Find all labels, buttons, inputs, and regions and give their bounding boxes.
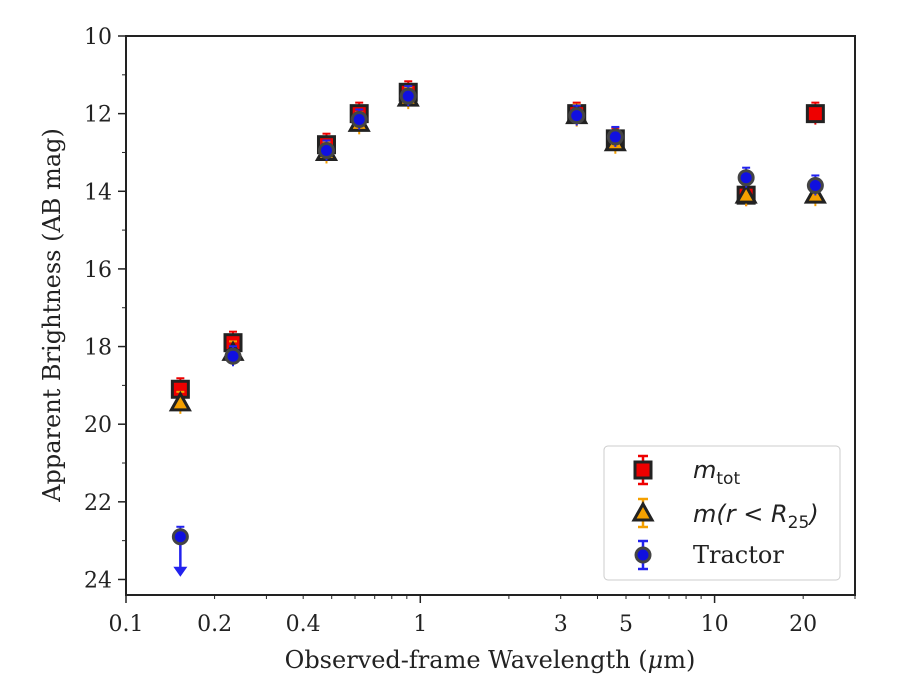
data-point xyxy=(737,169,755,187)
x-tick-label: 10 xyxy=(701,612,729,637)
x-tick-label: 3 xyxy=(554,612,568,637)
x-tick-label: 5 xyxy=(619,612,633,637)
data-point xyxy=(568,107,586,125)
legend-box xyxy=(603,445,841,581)
data-point xyxy=(350,110,368,128)
legend-label-mr25: m(r < R25) xyxy=(693,500,819,533)
legend-markers xyxy=(631,454,655,571)
series-2 xyxy=(171,85,824,577)
x-axis-ticks: 0.1 0.2 0.4 1 3 5 10 20 xyxy=(109,595,856,637)
x-tick-label: 0.2 xyxy=(197,612,232,637)
data-point xyxy=(606,128,624,146)
y-axis-label: Apparent Brightness (AB mag) xyxy=(38,128,66,503)
x-axis-label: Observed-frame Wavelength (μm) xyxy=(285,646,696,674)
data-point xyxy=(399,87,417,105)
data-point xyxy=(805,104,825,124)
x-tick-label: 0.1 xyxy=(109,612,144,637)
y-tick-label: 20 xyxy=(84,413,112,438)
y-tick-label: 18 xyxy=(84,336,112,361)
data-marks xyxy=(168,80,827,577)
y-tick-label: 10 xyxy=(84,25,112,50)
x-tick-label: 1 xyxy=(413,612,427,637)
data-point xyxy=(168,390,192,412)
legend-marker-triangle xyxy=(631,500,655,522)
x-tick-label: 20 xyxy=(789,612,817,637)
legend-marker-square xyxy=(633,460,653,480)
data-point xyxy=(734,183,758,204)
x-tick-label: 0.4 xyxy=(286,612,321,637)
data-point xyxy=(171,528,189,546)
legend-label-tractor: Tractor xyxy=(693,541,784,569)
y-tick-label: 14 xyxy=(84,180,112,205)
legend-marker-circle xyxy=(634,546,652,564)
legend-label-mtot: mtot xyxy=(693,456,740,489)
y-axis-ticks: 10 12 14 16 18 20 22 24 xyxy=(84,25,126,593)
plot-frame xyxy=(125,35,856,596)
data-point xyxy=(224,347,242,365)
y-tick-label: 16 xyxy=(84,258,112,283)
data-point xyxy=(806,176,824,194)
series-0 xyxy=(170,80,825,401)
legend: mtot m(r < R25) Tractor xyxy=(603,445,841,581)
data-point xyxy=(317,142,335,160)
y-tick-label: 12 xyxy=(84,103,112,128)
series-1 xyxy=(168,86,827,414)
y-tick-label: 22 xyxy=(84,491,112,516)
upper-limit-arrow-head xyxy=(173,566,188,577)
y-tick-label: 24 xyxy=(84,568,112,593)
